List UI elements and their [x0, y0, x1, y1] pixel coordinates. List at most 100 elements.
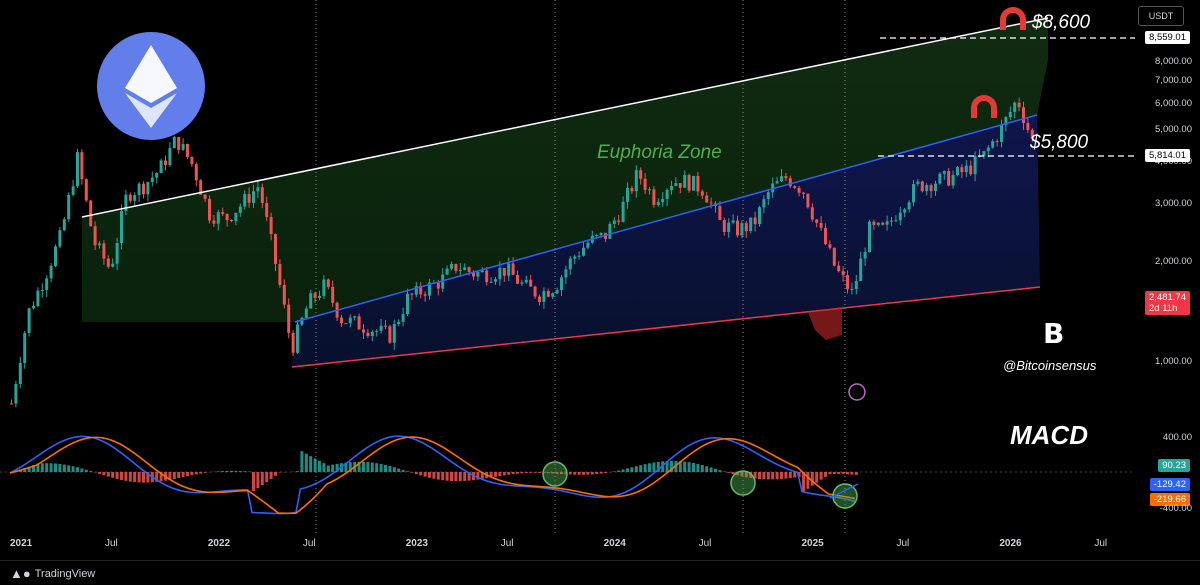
candle-body	[600, 233, 603, 235]
candle-body	[318, 296, 321, 298]
candle-body	[459, 270, 462, 271]
x-tick-label: 2025	[802, 538, 824, 549]
candle-body	[635, 170, 638, 191]
macd-histogram-bar	[639, 465, 642, 472]
macd-histogram-bar	[41, 463, 44, 472]
y-tick-label: 6,000.00	[1155, 98, 1192, 109]
candle-body	[151, 178, 154, 183]
macd-histogram-bar	[767, 472, 770, 479]
candle-body	[485, 270, 488, 282]
candle-body	[168, 148, 171, 165]
candle-body	[63, 219, 66, 230]
candle-body	[705, 196, 708, 203]
candle-body	[402, 314, 405, 322]
macd-histogram-bar	[124, 472, 127, 481]
candle-body	[586, 243, 589, 248]
macd-histogram-bar	[371, 463, 374, 472]
macd-histogram-bar	[217, 471, 220, 472]
accumulation-zone	[808, 307, 842, 340]
candle-body	[283, 285, 286, 305]
macd-histogram-bar	[806, 472, 809, 489]
macd-histogram-bar	[190, 472, 193, 475]
macd-histogram-bar	[375, 463, 378, 472]
candle-body	[406, 294, 409, 314]
macd-histogram-bar	[138, 472, 141, 482]
zones-layer	[82, 18, 1048, 367]
candle-body	[133, 195, 136, 201]
candle-body	[595, 235, 598, 236]
macd-axis-400: 400.00	[1163, 432, 1192, 443]
candle-body	[560, 277, 563, 290]
candle-body	[265, 203, 268, 217]
candle-body	[740, 223, 743, 235]
x-tick-label: Jul	[1094, 538, 1107, 549]
candle-body	[956, 167, 959, 175]
level-badge-8559: 8,559.01	[1145, 31, 1190, 44]
macd-histogram-bar	[626, 468, 629, 472]
unit-selector[interactable]: USDT	[1138, 6, 1184, 26]
candle-body	[894, 220, 897, 221]
candle-body	[230, 220, 233, 221]
candle-body	[226, 214, 229, 220]
macd-histogram-bar	[63, 465, 66, 472]
macd-histogram-bar	[635, 466, 638, 472]
macd-histogram-bar	[811, 472, 814, 486]
x-tick-label: Jul	[303, 538, 316, 549]
candle-body	[912, 184, 915, 202]
candle-body	[371, 332, 374, 336]
macd-hist-badge: 90.23	[1158, 459, 1190, 472]
candle-body	[278, 264, 281, 285]
candle-body	[899, 213, 902, 221]
candle-body	[331, 287, 334, 303]
candle-body	[806, 194, 809, 208]
x-tick-label: 2026	[999, 538, 1021, 549]
countdown: 2d 11h	[1149, 303, 1186, 314]
candle-body	[666, 190, 669, 199]
macd-histogram-bar	[591, 472, 594, 474]
macd-histogram-bar	[512, 472, 515, 474]
candle-body	[943, 171, 946, 174]
candle-body	[498, 268, 501, 279]
candle-body	[793, 186, 796, 188]
candle-body	[366, 333, 369, 336]
macd-histogram-bar	[600, 472, 603, 474]
macd-histogram-bar	[503, 472, 506, 475]
candle-body	[85, 179, 88, 200]
candle-body	[155, 173, 158, 178]
candle-body	[45, 278, 48, 290]
candle-body	[564, 269, 567, 277]
candle-body	[23, 333, 26, 363]
candle-body	[111, 264, 114, 267]
macd-title: MACD	[1010, 420, 1088, 451]
tradingview-logo-icon: ▲●	[10, 566, 31, 581]
candle-body	[846, 275, 849, 289]
candle-body	[362, 329, 365, 332]
candle-body	[129, 195, 132, 201]
macd-histogram-bar	[120, 472, 123, 480]
macd-histogram-bar	[441, 472, 444, 480]
candle-body	[925, 185, 928, 191]
macd-histogram-bar	[265, 472, 268, 482]
tradingview-brand[interactable]: ▲● TradingView	[10, 566, 95, 581]
macd-histogram-bar	[604, 472, 607, 473]
macd-histogram-bar	[204, 472, 207, 473]
candle-body	[701, 191, 704, 195]
candle-body	[626, 188, 629, 202]
candle-body	[424, 294, 427, 295]
candle-body	[745, 223, 748, 231]
candle-body	[938, 174, 941, 184]
macd-histogram-bar	[58, 464, 61, 472]
y-tick-label: 1,000.00	[1155, 356, 1192, 367]
candle-body	[54, 247, 57, 267]
candle-body	[512, 264, 515, 275]
candle-body	[388, 326, 391, 342]
macd-histogram-bar	[133, 472, 136, 482]
macd-histogram-bar	[833, 472, 836, 474]
macd-histogram-bar	[107, 472, 110, 477]
candle-body	[877, 223, 880, 225]
macd-histogram-bar	[274, 472, 277, 476]
candle-body	[1009, 112, 1012, 117]
macd-histogram-bar	[652, 463, 655, 472]
macd-histogram-bar	[771, 472, 774, 479]
candle-body	[182, 144, 185, 150]
